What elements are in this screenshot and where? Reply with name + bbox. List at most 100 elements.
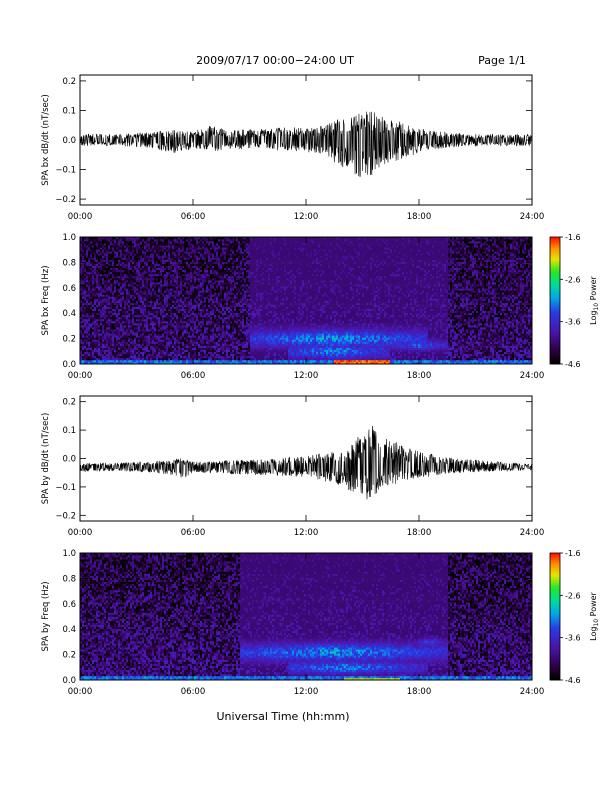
spectrogram-cell [226,280,228,282]
spectrogram-cell [110,241,112,243]
spectrogram-cell [168,298,170,300]
spectrogram-cell [190,327,192,329]
spectrogram-cell [110,270,112,272]
spectrogram-cell [156,268,158,270]
spectrogram-cell [154,272,156,274]
spectrogram-cell [210,341,212,343]
spectrogram-cell [142,292,144,294]
spectrogram-cell [172,348,174,350]
spectrogram-cell [84,251,86,253]
spectrogram-cell [162,239,164,241]
spectrogram-cell [132,249,134,251]
spectrogram-cell [154,280,156,282]
spectrogram-cell [120,282,122,284]
spectrogram-cell [148,352,150,354]
spectrogram-cell [226,274,228,276]
spectrogram-cell [110,272,112,274]
spectrogram-cell [208,286,210,288]
spectrogram-cell [88,268,90,270]
spectrogram-cell [136,266,138,268]
spectrogram-cell [170,292,172,294]
spectrogram-cell [210,288,212,290]
spectrogram-cell [192,337,194,339]
spectrogram-cell [170,333,172,335]
spectrogram-cell [110,309,112,311]
spectrogram-cell [138,325,140,327]
spectrogram-cell [230,303,232,305]
spectrogram-cell [110,296,112,298]
spectrogram-cell [180,294,182,296]
spectrogram-cell [210,354,212,356]
spectrogram-cell [136,292,138,294]
spectrogram-cell [106,243,108,245]
spectrogram-cell [118,274,120,276]
spectrogram-cell [170,321,172,323]
spectrogram-cell [206,309,208,311]
spectrogram-cell [156,270,158,272]
spectrogram-cell [186,339,188,341]
spectrogram-cell [110,301,112,303]
spectrogram-cell [90,335,92,337]
spectrogram-cell [144,286,146,288]
spectrogram-cell [238,245,240,247]
spectrogram-cell [208,344,210,346]
spectrogram-cell [160,358,162,360]
spectrogram-cell [196,354,198,356]
spectrogram-cell [98,348,100,350]
spectrogram-cell [130,294,132,296]
spectrogram-cell [200,241,202,243]
spectrogram-cell [118,288,120,290]
spectrogram-cell [112,284,114,286]
spectrogram-cell [198,268,200,270]
spectrogram-cell [160,344,162,346]
spectrogram-cell [138,253,140,255]
spectrogram-cell [210,286,212,288]
spectrogram-cell [136,331,138,333]
spectrogram-cell [154,327,156,329]
spectrogram-cell [196,247,198,249]
spectrogram-cell [184,321,186,323]
spectrogram-cell [154,317,156,319]
spectrogram-cell [198,239,200,241]
spectrogram-cell [88,315,90,317]
spectrogram-cell [134,315,136,317]
spectrogram-cell [150,243,152,245]
spectrogram-cell [154,284,156,286]
spectrogram-cell [154,352,156,354]
spectrogram-cell [104,309,106,311]
spectrogram-cell [134,354,136,356]
spectrogram-cell [194,251,196,253]
spectrogram-cell [136,354,138,356]
spectrogram-cell [192,292,194,294]
spectrogram-cell [106,288,108,290]
spectrogram-cell [166,288,168,290]
spectrogram-cell [194,305,196,307]
spectrogram-cell [174,294,176,296]
spectrogram-cell [174,329,176,331]
spectrogram-cell [142,309,144,311]
spectrogram-cell [204,296,206,298]
spectrogram-cell [86,253,88,255]
spectrogram-cell [188,309,190,311]
spectrogram-cell [214,319,216,321]
spectrogram-cell [86,325,88,327]
spectrogram-cell [164,257,166,259]
spectrogram-cell [120,255,122,257]
spectrogram-cell [184,239,186,241]
spectrogram-cell [132,337,134,339]
spectrogram-cell [130,247,132,249]
spectrogram-cell [156,278,158,280]
spectrogram-cell [224,274,226,276]
spectrogram-cell [102,311,104,313]
spectrogram-cell [132,321,134,323]
spectrogram-cell [148,327,150,329]
spectrogram-cell [152,356,154,358]
spectrogram-cell [94,352,96,354]
spectrogram-cell [112,286,114,288]
spectrogram-cell [104,292,106,294]
spectrogram-cell [208,356,210,358]
spectrogram-cell [194,249,196,251]
spectrogram-cell [96,264,98,266]
spectrogram-cell [226,298,228,300]
spectrogram-cell [96,313,98,315]
